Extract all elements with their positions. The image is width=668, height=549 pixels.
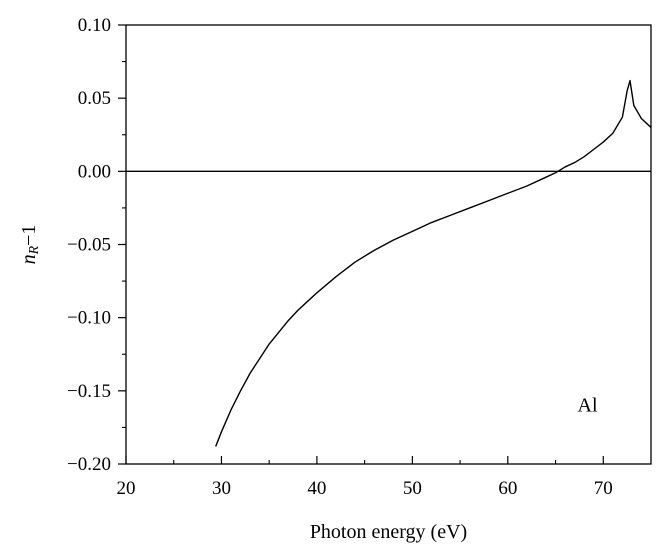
annotation-label: Al <box>578 394 598 416</box>
x-tick-label: 60 <box>498 478 517 499</box>
y-tick-label: 0.10 <box>78 15 111 36</box>
y-axis-ticks: 0.10 0.05 0.00 −0.05 −0.10 −0.15 −0.20 <box>67 15 126 475</box>
plot-frame <box>125 24 652 465</box>
data-series-line <box>215 79 652 447</box>
x-tick-label: 70 <box>594 478 613 499</box>
y-axis-label-main: n <box>18 254 40 264</box>
y-tick-label: −0.15 <box>67 381 111 402</box>
x-tick-label: 20 <box>117 478 136 499</box>
y-axis-label-tail: −1 <box>18 225 40 246</box>
x-axis-label: Photon energy (eV) <box>310 521 467 543</box>
y-tick-label: −0.10 <box>67 308 111 329</box>
x-tick-label: 50 <box>403 478 422 499</box>
y-axis-label-subscript: R <box>27 245 42 255</box>
y-tick-label: −0.05 <box>67 235 111 256</box>
y-tick-label: 0.00 <box>78 161 111 182</box>
y-tick-label: 0.05 <box>78 88 111 109</box>
y-tick-label: −0.20 <box>67 454 111 475</box>
series-layer <box>215 79 652 447</box>
plot-area-border <box>125 24 652 465</box>
x-tick-label: 30 <box>212 478 231 499</box>
x-tick-label: 40 <box>307 478 326 499</box>
x-axis-ticks: 20 30 40 50 60 70 <box>117 456 613 499</box>
y-axis-label: nR−1 <box>18 225 43 265</box>
